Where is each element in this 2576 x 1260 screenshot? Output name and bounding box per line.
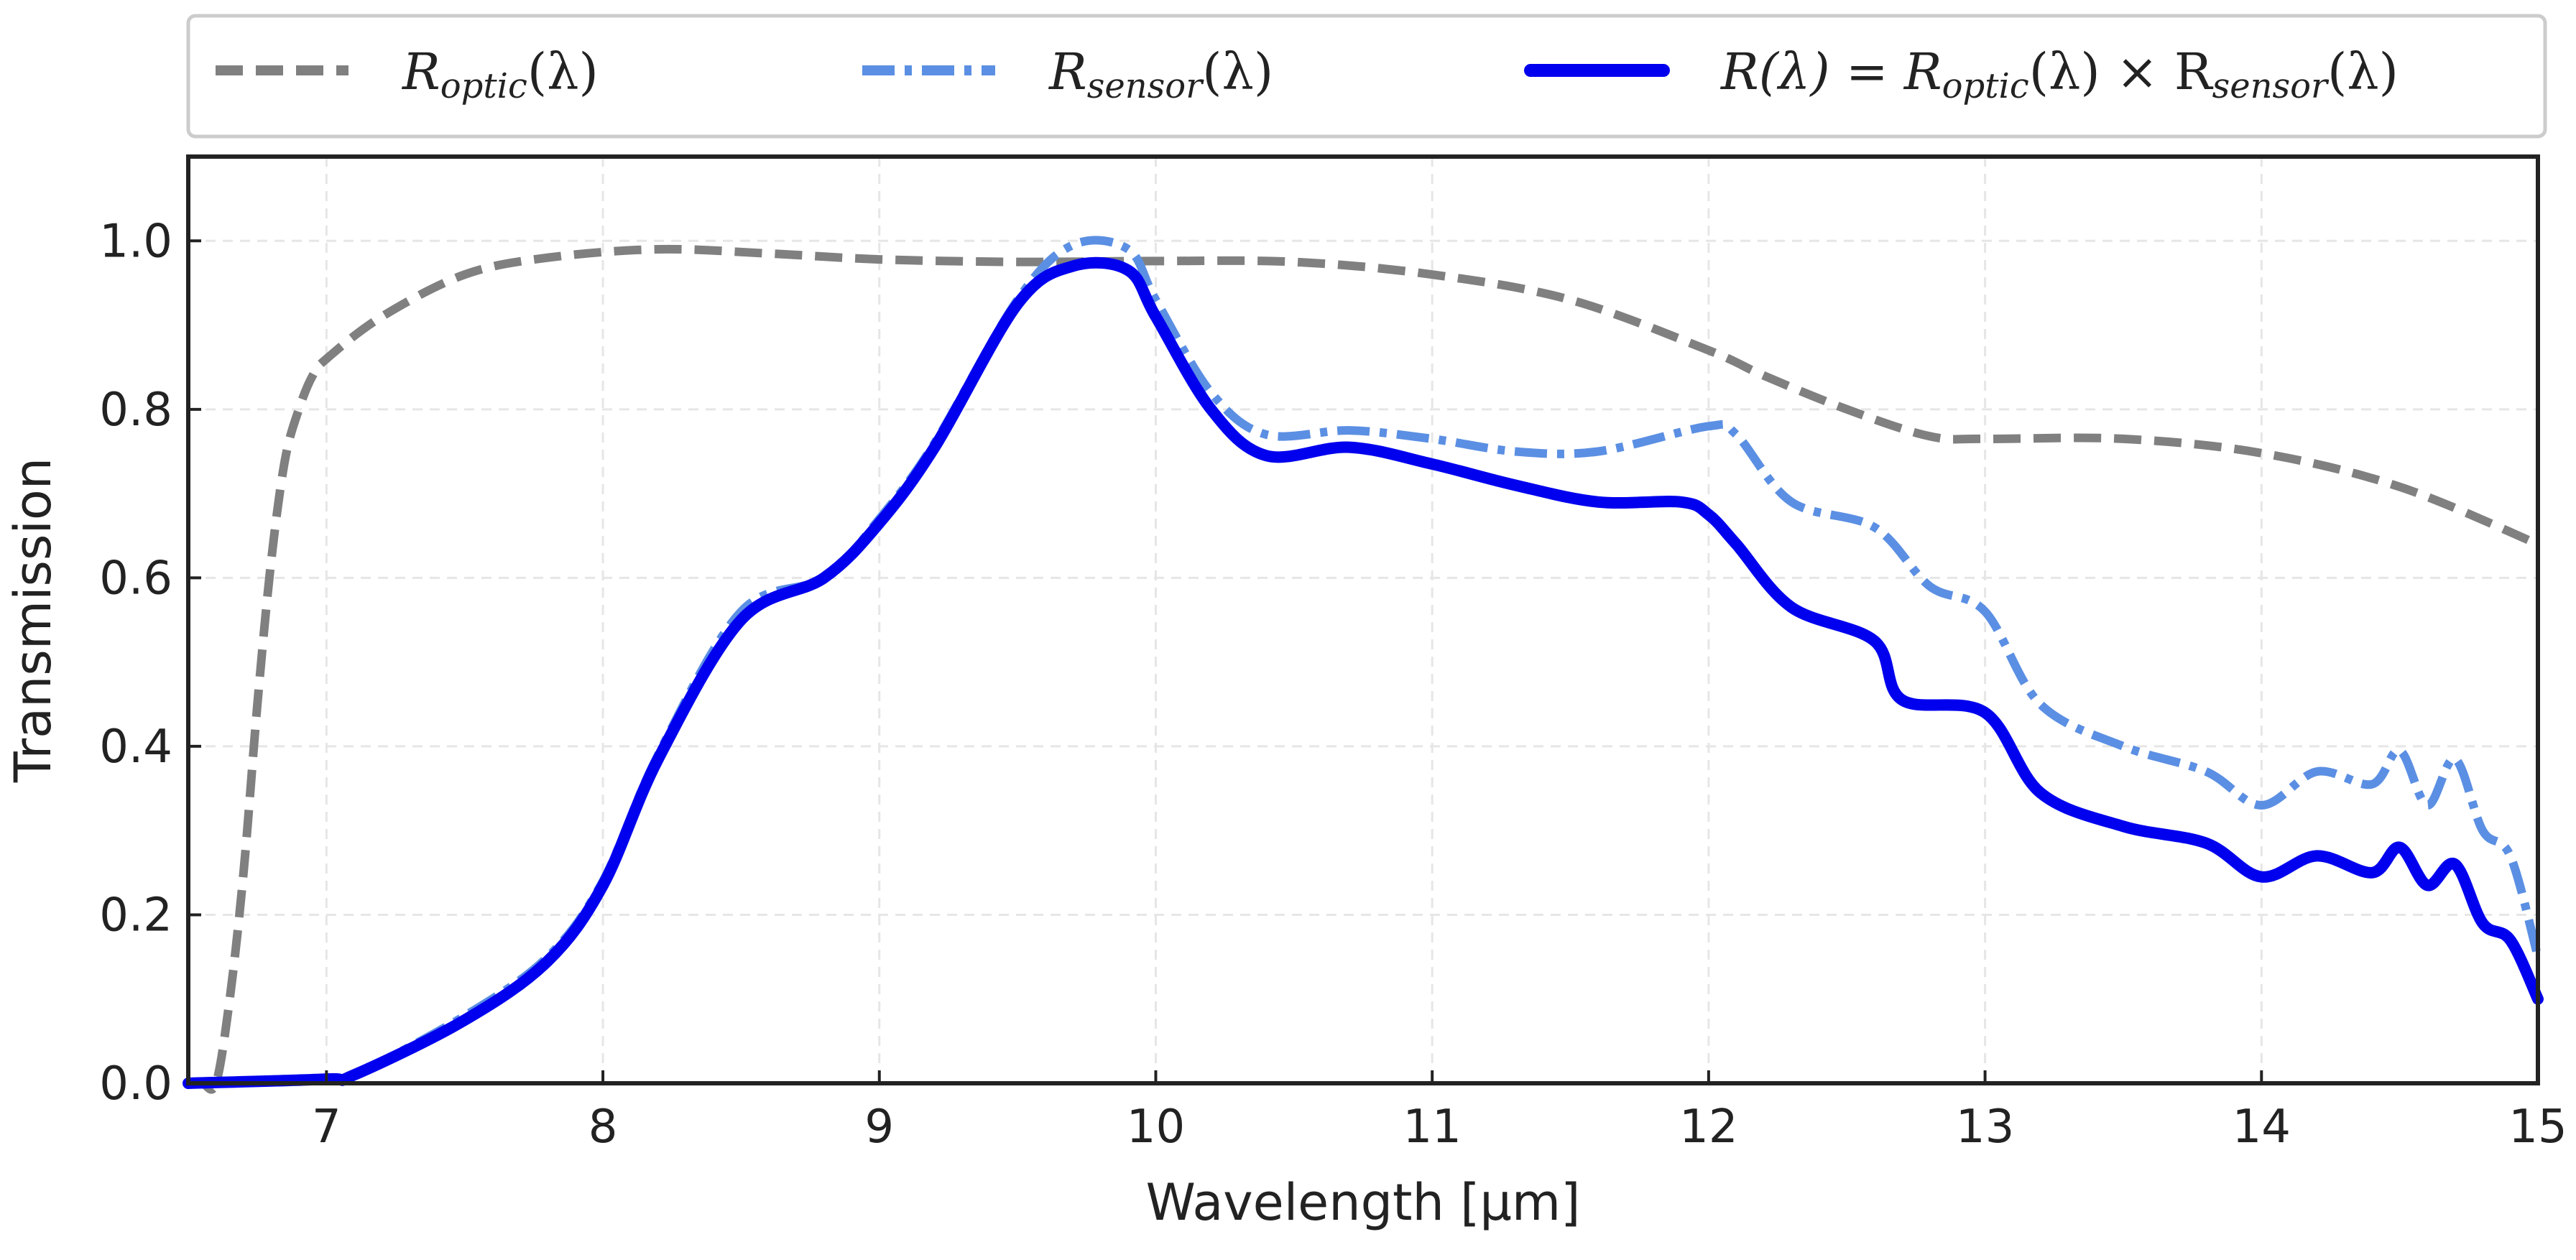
y-tick-label: 0.4 <box>99 721 172 774</box>
x-tick-label: 13 <box>1956 1101 2014 1154</box>
series-layer <box>183 236 2544 1094</box>
x-tick-label: 7 <box>312 1101 341 1154</box>
y-tick-label: 1.0 <box>99 215 172 268</box>
y-tick-label: 0.6 <box>99 552 172 605</box>
legend-label-total: R(λ) = Roptic(λ) × Rsensor(λ) <box>1719 42 2399 106</box>
y-tick-label: 0.0 <box>99 1057 172 1111</box>
x-tick-label: 12 <box>1679 1101 1737 1154</box>
chart-legend: Roptic(λ) Rsensor(λ) R(λ) = Roptic(λ) × … <box>186 14 2547 139</box>
axis-ticks: 7 8 9 10 11 12 13 14 15 0.0 0.2 0.4 0.6 0.8 1.0 <box>99 215 2567 1154</box>
series-line-sensor <box>188 236 2542 1088</box>
series-line-total <box>183 256 2544 1089</box>
x-tick-label: 10 <box>1127 1101 1185 1154</box>
x-tick-label: 8 <box>588 1101 618 1154</box>
legend-label-optic: Roptic(λ) <box>401 42 599 106</box>
x-axis-title: Wavelength [μm] <box>1146 1173 1581 1232</box>
series-line-optic <box>188 244 2540 1094</box>
y-axis-title: Transmission <box>4 458 63 783</box>
legend-label-sensor: Rsensor(λ) <box>1048 42 1273 106</box>
x-tick-label: 15 <box>2508 1101 2567 1154</box>
legend-frame <box>186 14 2547 139</box>
plot-frame <box>186 154 2540 1085</box>
x-tick-label: 9 <box>864 1101 894 1154</box>
x-tick-label: 14 <box>2233 1101 2291 1154</box>
x-tick-label: 11 <box>1403 1101 1461 1154</box>
y-tick-label: 0.2 <box>99 889 172 942</box>
grid-lines <box>188 157 2539 1085</box>
y-tick-label: 0.8 <box>99 384 172 437</box>
